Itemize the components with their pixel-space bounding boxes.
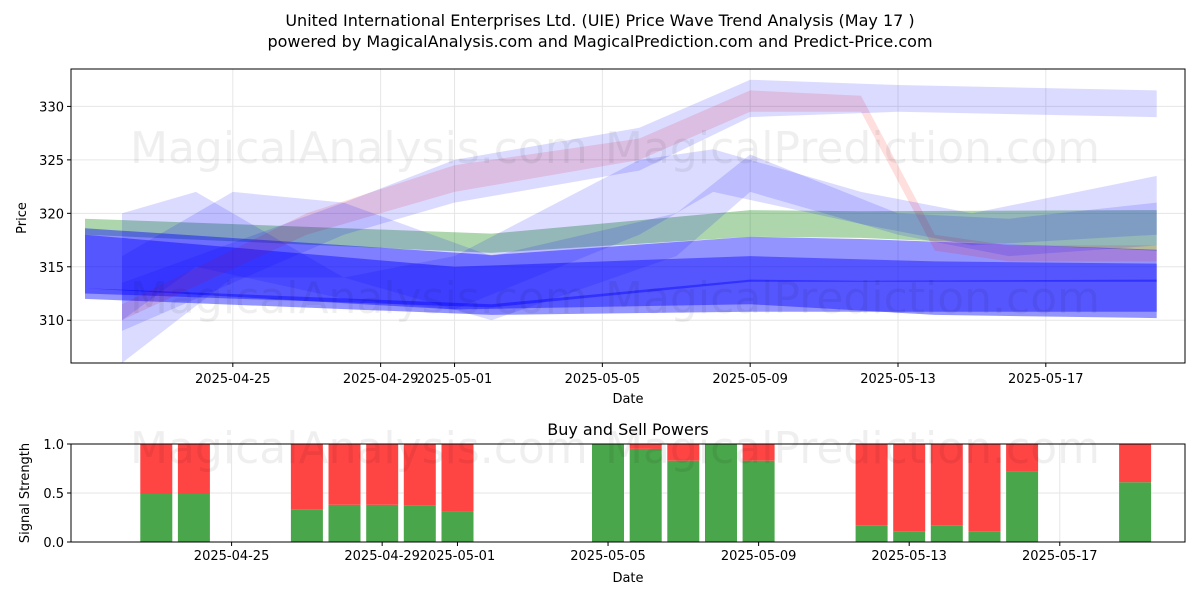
buy-bar [1119, 482, 1152, 542]
signal-panel-title: Buy and Sell Powers [547, 420, 709, 439]
buy-bar [742, 460, 775, 542]
sell-bar [930, 444, 963, 526]
buy-bar [177, 494, 210, 542]
sell-bar [403, 444, 436, 506]
price-wave-band-0 [85, 210, 1157, 253]
price-wave-band-3 [85, 234, 1157, 319]
price-x-tick-label: 2025-04-25 [195, 372, 271, 387]
price-y-tick-label: 325 [39, 154, 64, 169]
buy-bar [403, 505, 436, 542]
signal-y-ticks: 0.0 0.5 1.0 [43, 438, 71, 551]
price-watermarks: MagicalAnalysis.com MagicalPrediction.co… [130, 123, 1100, 324]
buy-bar [366, 504, 399, 542]
price-y-tick-label: 330 [39, 100, 64, 115]
buy-bar [140, 494, 173, 542]
price-wave-band-7 [122, 149, 1157, 321]
sell-bar [177, 444, 210, 494]
price-x-tick-label: 2025-05-09 [712, 372, 788, 387]
sell-bar [893, 444, 926, 532]
sell-bar [1119, 444, 1152, 483]
signal-y-tick-label: 0.0 [43, 536, 64, 551]
signal-x-tick-label: 2025-04-29 [344, 549, 420, 564]
price-x-tick-label: 2025-04-29 [343, 372, 419, 387]
price-x-tick-label: 2025-05-13 [860, 372, 936, 387]
signal-x-ticks: 2025-04-25 2025-04-29 2025-05-01 2025-05-05… [194, 542, 1098, 564]
signal-x-tick-label: 2025-04-25 [194, 549, 270, 564]
watermark-bottom-right: MagicalPrediction.com [605, 273, 1100, 324]
sell-bar [441, 444, 474, 512]
watermark-top-left: MagicalAnalysis.com [130, 123, 588, 174]
signal-x-tick-label: 2025-05-13 [871, 549, 947, 564]
price-wave-band-2 [85, 279, 1157, 315]
buy-bar [855, 525, 888, 542]
signal-y-tick-label: 1.0 [43, 438, 64, 453]
watermark-top-right: MagicalPrediction.com [605, 123, 1100, 174]
sell-bar [328, 444, 361, 505]
price-x-tick-label: 2025-05-05 [565, 372, 641, 387]
signal-x-tick-label: 2025-05-05 [570, 549, 646, 564]
price-panel: MagicalAnalysis.com MagicalPrediction.co… [15, 68, 1186, 407]
price-wave-band-6 [122, 154, 1157, 363]
signal-panel: Buy and Sell Powers MagicalAnalysis.com … [18, 420, 1186, 586]
price-y-tick-label: 315 [39, 261, 64, 276]
signal-bars [140, 444, 1152, 542]
buy-bar [893, 531, 926, 542]
sell-bar [366, 444, 399, 505]
price-wave-band-5 [122, 79, 1157, 331]
sell-bar [290, 444, 323, 510]
sell-bar [968, 444, 1001, 532]
signal-x-axis-label: Date [612, 571, 643, 586]
chart-subtitle: powered by MagicalAnalysis.com and Magic… [267, 32, 932, 51]
buy-bar [629, 448, 662, 542]
buy-bar [667, 460, 700, 542]
price-y-tick-label: 320 [39, 207, 64, 222]
signal-x-tick-label: 2025-05-01 [420, 549, 496, 564]
buy-bar [1006, 471, 1039, 542]
price-y-tick-label: 310 [39, 314, 64, 329]
price-plot-frame [70, 68, 1186, 364]
buy-bar [592, 444, 624, 542]
price-wave-bands [85, 79, 1157, 363]
signal-y-axis-label: Signal Strength [18, 443, 33, 543]
signal-x-tick-label: 2025-05-17 [1022, 549, 1098, 564]
sell-bar [629, 444, 662, 449]
signal-watermark-left: MagicalAnalysis.com [130, 423, 588, 474]
buy-bar [441, 511, 474, 542]
buy-bar [930, 525, 963, 542]
signal-watermark-right: MagicalPrediction.com [605, 423, 1100, 474]
buy-bar [290, 509, 323, 542]
sell-bar [1006, 444, 1039, 472]
buy-bar [328, 504, 361, 542]
chart-title: United International Enterprises Ltd. (U… [285, 11, 914, 30]
sell-bar [742, 444, 775, 461]
price-y-axis-label: Price [15, 202, 30, 234]
sell-bar [667, 444, 700, 461]
buy-bar [968, 531, 1001, 542]
price-y-ticks: 310 315 320 325 330 [39, 100, 71, 329]
signal-x-tick-label: 2025-05-09 [721, 549, 797, 564]
watermark-bottom-left: MagicalAnalysis.com [130, 273, 588, 324]
price-x-tick-label: 2025-05-01 [417, 372, 493, 387]
price-x-axis-label: Date [612, 392, 643, 407]
sell-bar [140, 444, 173, 494]
sell-bar [855, 444, 888, 526]
price-wave-band-1 [85, 228, 1157, 308]
signal-y-tick-label: 0.5 [43, 487, 64, 502]
price-gridlines [71, 69, 1185, 363]
price-x-tick-label: 2025-05-17 [1008, 372, 1084, 387]
buy-bar [705, 444, 737, 542]
